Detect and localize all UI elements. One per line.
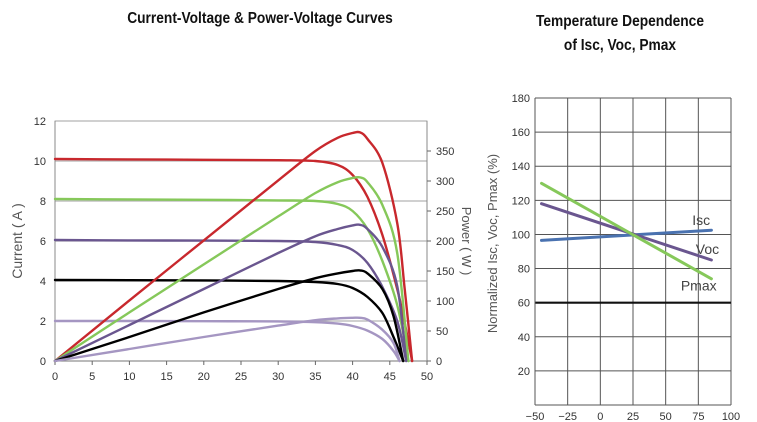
y-tick-label: 40 [518,332,530,344]
x-tick-label: 50 [421,371,433,383]
x-tick-label: 0 [52,371,58,383]
y2-tick-label: 200 [436,236,454,248]
x-tick-label: 25 [235,371,247,383]
current-curve-2 [53,197,410,363]
y2-tick-label: 250 [436,206,454,218]
y-tick-label: 100 [512,229,530,241]
chart-title-temperature-line1: Temperature Dependence [536,13,704,30]
x-tick-label: 75 [692,411,704,422]
y-tick-label: 10 [34,156,46,168]
x-tick-label: 5 [89,371,95,383]
series-label-voc: Voc [696,241,719,257]
x-tick-label: −25 [558,411,577,422]
x-tick-label: 30 [272,371,284,383]
x-tick-label: 35 [309,371,321,383]
series-label-pmax: Pmax [681,278,717,294]
y-tick-label: 8 [40,196,46,208]
chart-title-iv: Current-Voltage & Power-Voltage Curves [127,10,393,27]
y2-tick-label: 50 [436,326,448,338]
y-tick-label: 140 [512,161,530,173]
y2-axis-label: Power ( W ) [459,207,474,276]
y2-tick-label: 100 [436,296,454,308]
y-tick-label: 80 [518,264,530,276]
chart-title-temperature: Temperature Dependence of Isc, Voc, Pmax [491,10,749,58]
y-tick-label: 120 [512,195,530,207]
y-tick-label: 160 [512,127,530,139]
x-tick-label: 100 [722,411,740,422]
current-curve-4 [53,278,405,363]
y-tick-label: 4 [40,276,46,288]
y-tick-label: 2 [40,316,46,328]
series-label-isc: Isc [692,212,710,228]
y2-tick-label: 150 [436,266,454,278]
x-tick-label: 50 [660,411,672,422]
y-tick-label: 20 [518,366,530,378]
series-line-pmax [540,181,713,281]
x-tick-label: 15 [160,371,172,383]
y-tick-label: 0 [40,356,46,368]
y-tick-label: 60 [518,298,530,310]
y-axis-label: Normalized Isc, Voc, Pmax (%) [485,154,500,333]
series-line-isc [540,228,713,242]
power-curve-2 [53,175,410,363]
y2-tick-label: 350 [436,146,454,158]
y-tick-label: 12 [34,116,46,128]
power-curve-5 [53,316,401,363]
x-tick-label: 45 [384,371,396,383]
y2-tick-label: 300 [436,176,454,188]
power-curve-3 [53,223,408,363]
y2-tick-label: 0 [436,356,442,368]
y-axis-label: Current ( A ) [9,203,25,278]
chart-title-temperature-line2: of Isc, Voc, Pmax [563,37,677,54]
y-tick-label: 180 [512,93,530,105]
y-tick-label: 6 [40,236,46,248]
x-tick-label: −50 [526,411,545,422]
current-curve-1 [53,157,414,363]
power-curve-1 [53,130,414,363]
x-tick-label: 10 [123,371,135,383]
power-curve-4 [53,269,405,363]
current-curve-5 [53,319,401,363]
x-tick-label: 25 [627,411,639,422]
x-tick-label: 20 [198,371,210,383]
x-tick-label: 40 [346,371,358,383]
x-tick-label: 0 [597,411,603,422]
